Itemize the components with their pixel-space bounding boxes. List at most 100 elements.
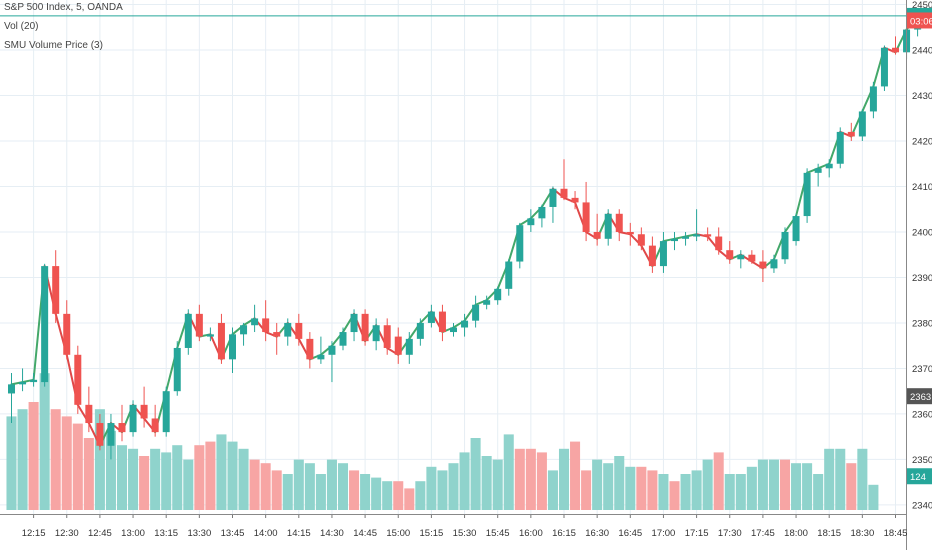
candle-body <box>637 234 645 246</box>
candle-body <box>461 320 469 328</box>
volume-legend[interactable]: Vol (20) <box>4 21 39 32</box>
price-axis[interactable]: 2340.0 2350.0 2360.0 2370.0 2380.0 2390.0 2400… <box>906 0 932 550</box>
candle-body <box>803 172 811 217</box>
x-tick-label: 18:00 <box>784 528 808 539</box>
candle-body <box>693 234 701 237</box>
volume-bar <box>625 466 636 510</box>
x-tick-label: 18:15 <box>817 528 841 539</box>
x-tick-label: 14:45 <box>353 528 377 539</box>
x-tick-label: 12:15 <box>22 528 46 539</box>
candle-body <box>328 345 336 355</box>
volume-bar <box>326 459 337 510</box>
volume-bar <box>128 448 139 510</box>
x-tick-label: 18:45 <box>884 528 908 539</box>
candle-body <box>129 404 137 433</box>
volume-bar <box>139 456 150 510</box>
x-tick-label: 13:15 <box>154 528 178 539</box>
candle-body <box>880 47 888 87</box>
y-tick-label: 2380.0 <box>912 318 932 329</box>
x-tick-label: 14:00 <box>254 528 278 539</box>
price-tag-label: 2363.9 <box>910 392 932 403</box>
price-tag-label: 03:06 <box>910 16 932 27</box>
volume-bar <box>315 474 326 510</box>
volume-bar <box>227 441 238 510</box>
volume-bar <box>636 466 647 510</box>
volume-bar <box>150 448 161 510</box>
candle-body <box>107 423 115 446</box>
volume-bar <box>249 459 260 510</box>
y-tick-label: 2420.0 <box>912 137 932 148</box>
volume-bar <box>6 416 17 510</box>
volume-bar <box>260 463 271 510</box>
x-tick-label: 15:00 <box>386 528 410 539</box>
candle-body <box>394 336 402 355</box>
y-tick-label: 2450.0 <box>912 0 932 11</box>
volume-bar <box>172 445 183 510</box>
time-axis[interactable]: 12:15 12:30 12:45 13:00 13:15 13:30 13:45 14:00… <box>0 514 907 539</box>
candle-body <box>527 218 535 226</box>
candle-body <box>648 245 656 267</box>
volume-bar <box>205 441 216 510</box>
y-tick-label: 2430.0 <box>912 91 932 102</box>
candle-body <box>483 300 491 305</box>
candle-body <box>494 288 502 301</box>
candle-body <box>726 250 734 260</box>
candle-body <box>173 347 181 392</box>
volume-bar <box>857 448 868 510</box>
candle-body <box>847 131 855 137</box>
volume-bar <box>614 456 625 510</box>
volume-bar <box>768 459 779 510</box>
candle-body <box>184 313 192 348</box>
x-tick-label: 12:30 <box>55 528 79 539</box>
volume-bar <box>337 463 349 510</box>
volume-bar <box>28 402 39 510</box>
volume-bar <box>426 466 437 510</box>
volume-bar <box>293 459 304 510</box>
candle-body <box>284 322 292 337</box>
volume-bar <box>360 474 371 510</box>
volume-bar <box>691 470 702 510</box>
volume-bar <box>846 463 857 510</box>
x-tick-label: 18:30 <box>850 528 874 539</box>
candle-body <box>682 236 690 239</box>
candle-body <box>295 322 303 339</box>
candle-body <box>814 168 822 173</box>
candle-body <box>450 327 457 333</box>
candle-body <box>659 241 667 267</box>
y-tick-label: 2390.0 <box>912 273 932 284</box>
candle-body <box>229 334 236 360</box>
x-tick-label: 15:45 <box>486 528 510 539</box>
candle-body <box>262 318 270 333</box>
candle-body <box>405 338 413 355</box>
candle-body <box>892 47 899 53</box>
candle-body <box>240 325 248 335</box>
volume-bar <box>536 452 547 510</box>
candle-body <box>41 266 49 383</box>
candle-body <box>317 354 325 360</box>
price-tag-box <box>907 12 932 29</box>
candle-body <box>63 313 71 355</box>
candle-body <box>162 391 170 433</box>
candle-body <box>217 322 225 360</box>
indicator-legend[interactable]: SMU Volume Price (3) <box>4 40 103 51</box>
candle-body <box>593 231 601 239</box>
candle-body <box>273 332 281 337</box>
candle-body <box>427 311 435 323</box>
volume-bar <box>592 459 603 510</box>
candle-body <box>626 231 634 235</box>
volume-bar <box>17 409 28 510</box>
volume-bar <box>680 474 691 510</box>
candle-body <box>140 404 148 419</box>
volume-bar <box>558 448 570 510</box>
candle-body <box>748 254 756 262</box>
volume-bar <box>813 474 824 510</box>
volume-bar <box>702 459 713 510</box>
candle-body <box>361 313 369 342</box>
x-tick-label: 14:30 <box>320 528 344 539</box>
volume-bar <box>802 463 813 510</box>
x-tick-label: 12:45 <box>88 528 112 539</box>
candle-body <box>74 354 82 405</box>
y-tick-label: 2360.0 <box>912 409 932 420</box>
symbol-legend[interactable]: S&P 500 Index, 5, OANDA <box>4 2 123 13</box>
